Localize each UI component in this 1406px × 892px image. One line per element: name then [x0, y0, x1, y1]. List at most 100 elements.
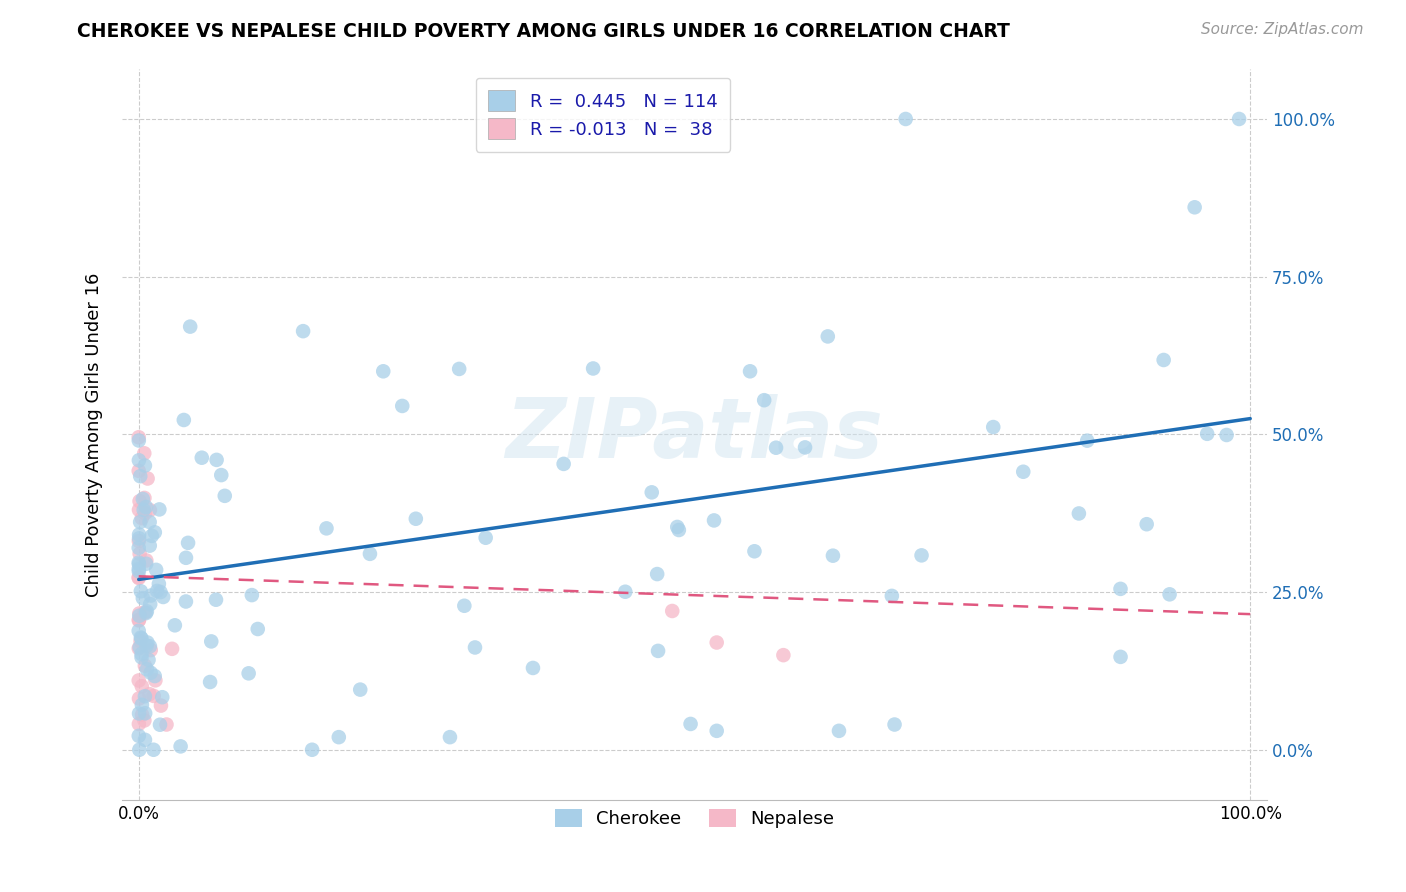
Point	[139, 539, 162, 553]
Point	[214, 489, 236, 503]
Point	[128, 527, 150, 541]
Point	[246, 622, 269, 636]
Point	[301, 743, 323, 757]
Point	[582, 361, 605, 376]
Point	[1109, 649, 1132, 664]
Point	[128, 558, 150, 572]
Point	[131, 679, 153, 693]
Point	[135, 553, 157, 567]
Point	[128, 717, 150, 731]
Point	[129, 631, 152, 645]
Point	[1067, 507, 1090, 521]
Point	[134, 506, 156, 520]
Point	[1215, 428, 1237, 442]
Point	[1109, 582, 1132, 596]
Point	[131, 647, 153, 661]
Point	[128, 743, 150, 757]
Point	[143, 525, 166, 540]
Point	[522, 661, 544, 675]
Point	[391, 399, 413, 413]
Point	[349, 682, 371, 697]
Point	[134, 714, 156, 728]
Point	[179, 319, 201, 334]
Point	[132, 491, 155, 506]
Point	[128, 614, 150, 628]
Point	[149, 698, 172, 713]
Point	[135, 662, 157, 676]
Point	[134, 446, 156, 460]
Point	[177, 536, 200, 550]
Point	[139, 665, 162, 680]
Point	[155, 717, 177, 731]
Point	[129, 634, 152, 648]
Point	[148, 502, 170, 516]
Point	[1159, 587, 1181, 601]
Point	[238, 666, 260, 681]
Point	[894, 112, 917, 126]
Point	[134, 690, 156, 704]
Point	[754, 393, 776, 408]
Point	[128, 673, 150, 688]
Point	[553, 457, 575, 471]
Point	[128, 464, 150, 478]
Point	[439, 730, 461, 744]
Point	[135, 639, 157, 653]
Point	[765, 441, 787, 455]
Point	[139, 503, 162, 517]
Point	[139, 643, 162, 657]
Point	[174, 550, 197, 565]
Point	[128, 608, 150, 623]
Point	[668, 523, 690, 537]
Point	[1153, 353, 1175, 368]
Point	[661, 604, 683, 618]
Point	[1184, 200, 1206, 214]
Point	[134, 458, 156, 473]
Point	[817, 329, 839, 343]
Point	[205, 592, 228, 607]
Point	[169, 739, 191, 754]
Point	[128, 532, 150, 546]
Point	[128, 503, 150, 517]
Point	[152, 590, 174, 604]
Point	[128, 729, 150, 743]
Text: CHEROKEE VS NEPALESE CHILD POVERTY AMONG GIRLS UNDER 16 CORRELATION CHART: CHEROKEE VS NEPALESE CHILD POVERTY AMONG…	[77, 22, 1010, 41]
Legend: Cherokee, Nepalese: Cherokee, Nepalese	[547, 801, 841, 835]
Point	[474, 531, 496, 545]
Point	[128, 624, 150, 638]
Point	[128, 565, 150, 579]
Point	[139, 640, 162, 654]
Point	[135, 604, 157, 618]
Text: Source: ZipAtlas.com: Source: ZipAtlas.com	[1201, 22, 1364, 37]
Point	[173, 413, 195, 427]
Point	[373, 364, 395, 378]
Point	[794, 441, 817, 455]
Point	[163, 618, 186, 632]
Point	[449, 362, 471, 376]
Point	[706, 635, 728, 649]
Point	[198, 675, 221, 690]
Point	[146, 583, 169, 598]
Point	[150, 690, 173, 705]
Point	[645, 567, 668, 582]
Point	[135, 606, 157, 620]
Point	[135, 500, 157, 514]
Point	[129, 469, 152, 483]
Point	[744, 544, 766, 558]
Point	[138, 515, 160, 529]
Point	[134, 658, 156, 673]
Point	[134, 732, 156, 747]
Point	[128, 607, 150, 621]
Point	[128, 641, 150, 656]
Point	[132, 503, 155, 517]
Point	[464, 640, 486, 655]
Point	[647, 644, 669, 658]
Point	[128, 541, 150, 555]
Point	[128, 556, 150, 570]
Point	[131, 511, 153, 525]
Point	[128, 570, 150, 584]
Point	[148, 577, 170, 591]
Point	[131, 632, 153, 646]
Point	[191, 450, 214, 465]
Point	[134, 491, 156, 505]
Point	[666, 520, 689, 534]
